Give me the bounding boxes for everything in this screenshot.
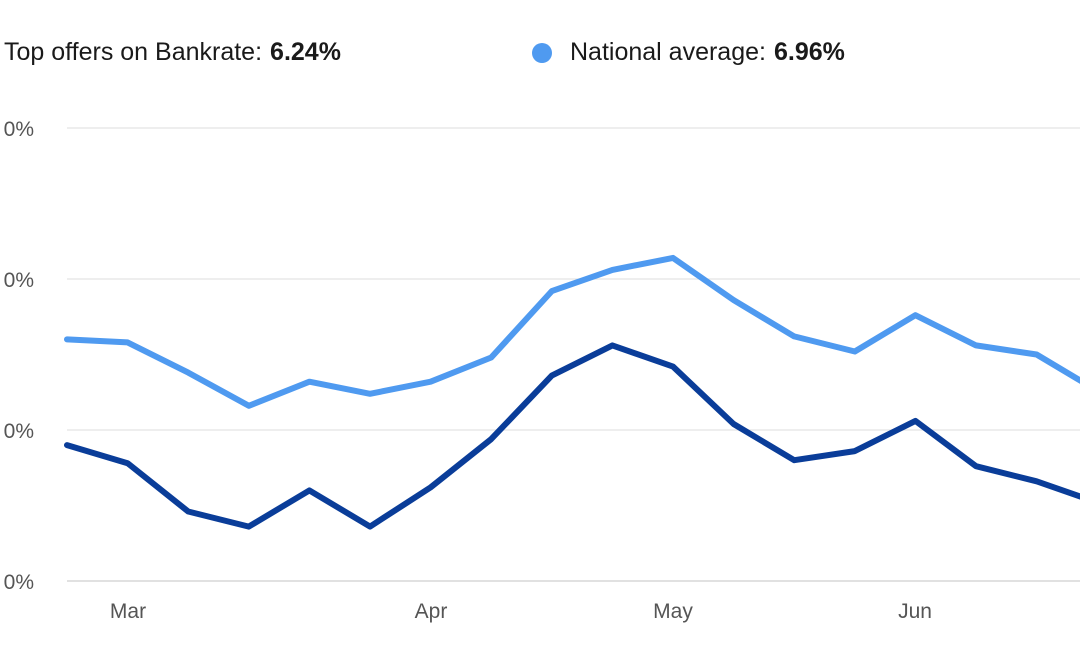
x-tick-label: Jun	[898, 600, 932, 623]
x-tick-label: Mar	[110, 600, 146, 623]
legend-label-national-average: National average:	[570, 38, 766, 66]
series-line-national-average	[64, 254, 1080, 409]
y-tick-label: 0%	[4, 269, 34, 292]
series-lines	[64, 254, 1080, 530]
legend-item-top-offers: Top offers on Bankrate: 6.24%	[4, 38, 341, 67]
x-tick-label: May	[653, 600, 693, 623]
y-axis-ticks: 0% 0% 0% 0%	[4, 118, 34, 594]
y-tick-label: 0%	[4, 420, 34, 443]
y-tick-label: 0%	[4, 571, 34, 594]
x-tick-label: Apr	[415, 600, 448, 623]
grid-lines	[67, 127, 1080, 582]
legend: Top offers on Bankrate: 6.24% National a…	[0, 38, 1080, 78]
legend-label-top-offers: Top offers on Bankrate:	[4, 38, 263, 66]
legend-value-top-offers: 6.24%	[270, 38, 341, 66]
legend-item-national-average: National average: 6.96%	[532, 38, 845, 67]
series-line-top-offers-on-bankrate	[64, 342, 1080, 530]
legend-value-national-average: 6.96%	[773, 38, 845, 66]
x-axis-ticks: Mar Apr May Jun	[110, 600, 932, 623]
legend-dot-icon	[532, 42, 552, 63]
y-tick-label: 0%	[4, 118, 34, 141]
